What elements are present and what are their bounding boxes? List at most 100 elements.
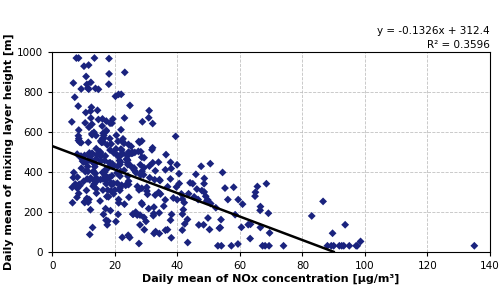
Point xyxy=(102,206,110,211)
Point xyxy=(150,231,158,236)
Point xyxy=(80,179,88,184)
Point xyxy=(84,164,92,169)
Point xyxy=(72,56,80,60)
Point xyxy=(91,171,99,176)
Point xyxy=(219,170,227,175)
Point xyxy=(112,133,120,138)
Point xyxy=(70,170,78,175)
Point xyxy=(98,136,106,141)
Point xyxy=(200,181,208,186)
Point xyxy=(87,105,95,110)
Point xyxy=(118,139,127,144)
Point xyxy=(108,162,116,166)
Point xyxy=(101,170,109,175)
Point xyxy=(341,222,349,227)
Point xyxy=(102,218,110,223)
Point xyxy=(83,196,91,201)
Point xyxy=(97,139,105,143)
Point xyxy=(97,154,105,159)
Point xyxy=(92,157,100,161)
Point xyxy=(190,195,198,199)
Point xyxy=(99,177,107,181)
Point xyxy=(206,227,214,232)
Point xyxy=(149,213,157,218)
Point xyxy=(120,116,129,120)
Point xyxy=(127,164,135,168)
Point xyxy=(129,150,137,155)
Point xyxy=(179,207,187,212)
Point xyxy=(280,243,288,248)
Point xyxy=(99,188,107,192)
Point xyxy=(85,151,93,155)
Point xyxy=(261,243,269,248)
Point xyxy=(94,87,102,92)
Point xyxy=(140,215,148,220)
Point xyxy=(102,119,110,123)
Point xyxy=(345,243,353,248)
Point xyxy=(329,231,337,236)
Point xyxy=(87,158,95,163)
Point xyxy=(188,181,197,186)
Point xyxy=(93,153,101,157)
Point xyxy=(178,197,186,201)
Point xyxy=(105,56,113,61)
Point xyxy=(145,164,153,168)
Point xyxy=(246,222,255,227)
Point xyxy=(166,177,174,181)
Point xyxy=(71,95,79,100)
Point xyxy=(124,162,132,167)
Point xyxy=(251,194,259,198)
Point xyxy=(73,152,81,156)
Point xyxy=(173,162,181,167)
Point xyxy=(180,221,188,226)
Point xyxy=(175,171,183,176)
Point xyxy=(84,200,92,204)
Point xyxy=(92,175,100,180)
Point xyxy=(217,217,225,222)
Point xyxy=(133,213,141,217)
Point xyxy=(75,128,83,132)
Point xyxy=(120,141,128,146)
Point xyxy=(186,181,194,185)
Point xyxy=(75,56,83,60)
Point xyxy=(113,170,121,175)
Point xyxy=(145,115,153,120)
Point xyxy=(266,231,274,235)
Point xyxy=(203,199,211,203)
Point xyxy=(135,241,143,246)
Point xyxy=(102,129,110,134)
Point xyxy=(106,121,114,126)
Point xyxy=(88,132,96,137)
Point xyxy=(149,145,157,150)
Point xyxy=(81,200,89,205)
Point xyxy=(84,158,92,162)
Point xyxy=(82,110,90,115)
Point xyxy=(117,183,125,187)
Point xyxy=(97,151,105,155)
Point xyxy=(103,223,111,227)
Point xyxy=(177,192,185,196)
Point xyxy=(116,160,124,164)
Point xyxy=(75,138,83,143)
Point xyxy=(117,153,125,157)
Point xyxy=(135,139,143,144)
Point xyxy=(129,151,137,156)
Point xyxy=(117,92,125,96)
Point xyxy=(131,150,139,155)
Point xyxy=(77,87,85,91)
Point xyxy=(127,144,135,149)
Point xyxy=(161,198,169,202)
Point xyxy=(85,197,93,202)
Point xyxy=(136,162,144,167)
Point xyxy=(107,142,115,146)
Point xyxy=(143,185,151,190)
Point xyxy=(122,157,131,162)
Point xyxy=(204,198,212,202)
Point xyxy=(140,165,148,170)
Point xyxy=(126,103,134,108)
Point xyxy=(97,159,105,163)
Point xyxy=(162,152,170,157)
Point xyxy=(124,182,133,187)
Point xyxy=(184,192,193,196)
Point xyxy=(90,170,98,175)
